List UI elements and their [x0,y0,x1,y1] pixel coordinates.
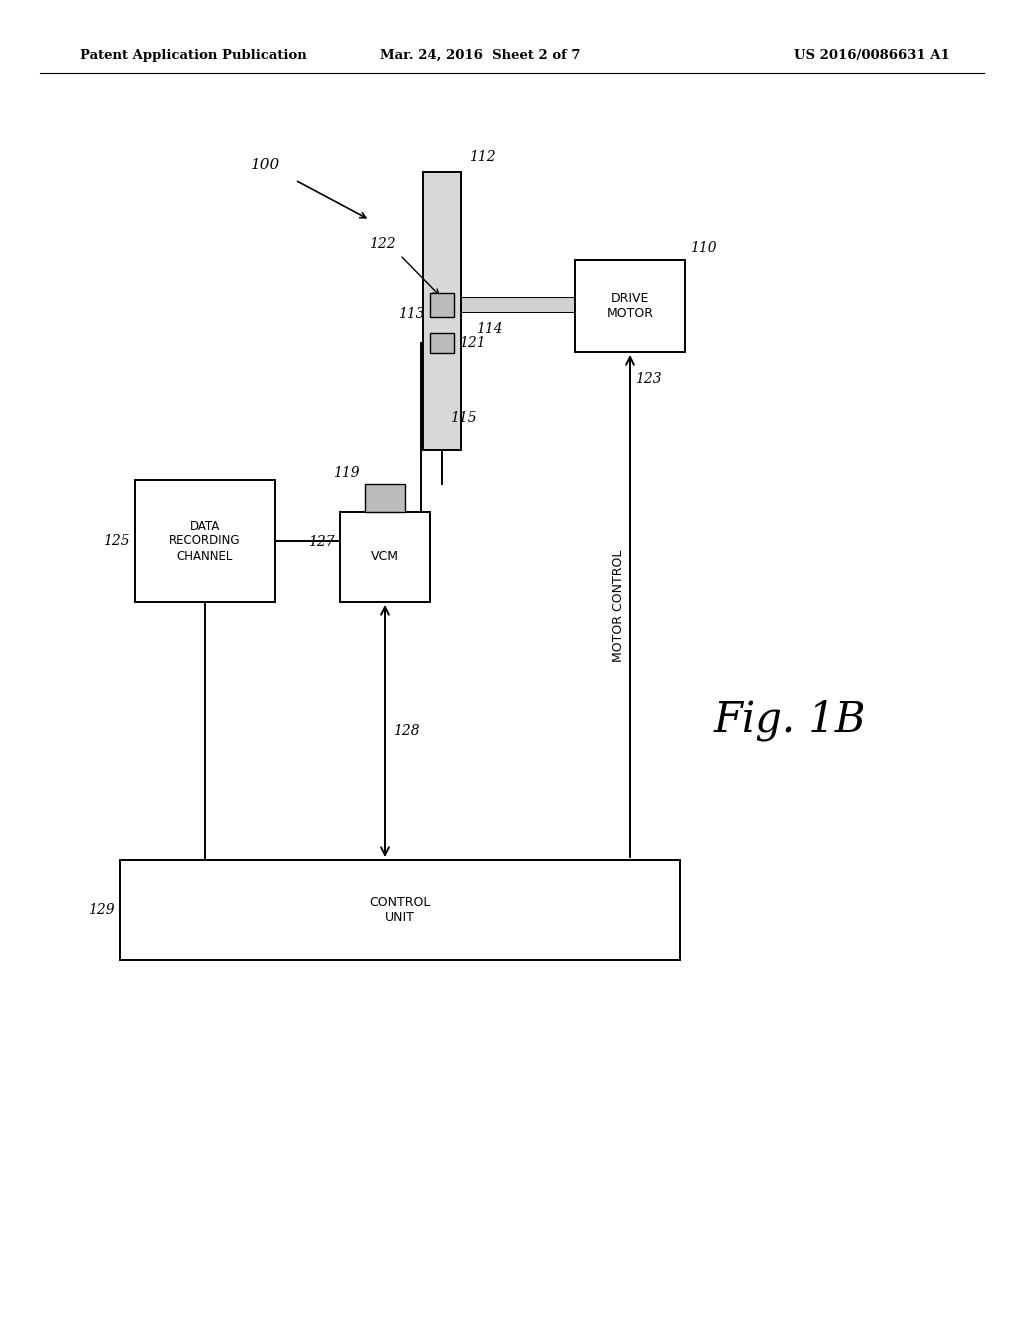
Text: DATA
RECORDING
CHANNEL: DATA RECORDING CHANNEL [169,520,241,562]
Text: 127: 127 [308,535,335,549]
Text: 112: 112 [469,150,496,164]
Bar [340,512,430,602]
Bar [461,298,575,312]
Text: 125: 125 [103,535,130,548]
Text: 123: 123 [635,372,662,385]
Text: 113: 113 [398,308,425,321]
Text: 121: 121 [459,337,485,350]
Text: DRIVE
MOTOR: DRIVE MOTOR [606,292,653,319]
Text: MOTOR CONTROL: MOTOR CONTROL [611,550,625,663]
Bar [423,172,461,450]
Bar [120,861,680,960]
Text: US 2016/0086631 A1: US 2016/0086631 A1 [795,49,950,62]
Text: 128: 128 [393,723,420,738]
Bar [365,484,406,512]
Text: Mar. 24, 2016  Sheet 2 of 7: Mar. 24, 2016 Sheet 2 of 7 [380,49,581,62]
Text: VCM: VCM [371,550,399,564]
Bar [135,480,275,602]
Text: 129: 129 [88,903,115,917]
Bar [430,293,454,317]
Bar [575,260,685,352]
Text: 110: 110 [690,242,717,255]
Bar [430,333,454,352]
Text: 115: 115 [450,412,476,425]
Text: Fig. 1B: Fig. 1B [714,700,866,741]
Text: 100: 100 [251,158,280,172]
Text: 122: 122 [370,238,396,251]
Text: Patent Application Publication: Patent Application Publication [80,49,307,62]
Text: CONTROL
UNIT: CONTROL UNIT [370,896,431,924]
Text: 114: 114 [476,322,503,337]
Text: 119: 119 [334,466,360,480]
